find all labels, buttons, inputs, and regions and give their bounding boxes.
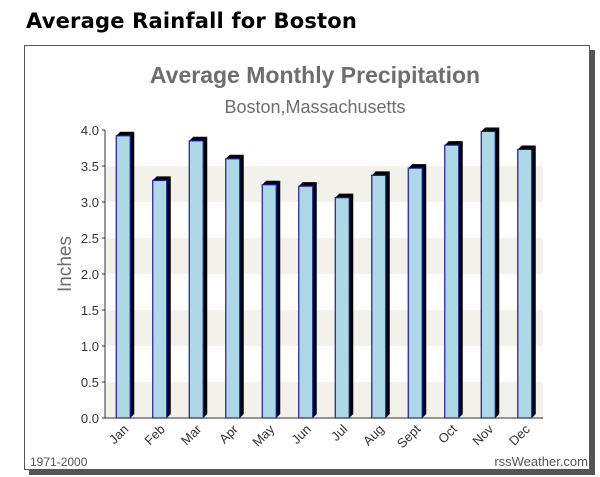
y-tick-label: 1.5 — [81, 303, 99, 318]
bar-jan — [115, 131, 135, 419]
grid-bands — [105, 130, 543, 418]
y-tick-label: 2.5 — [81, 231, 99, 246]
grid-band — [105, 310, 543, 346]
bar-series — [115, 127, 536, 419]
bar-jun — [298, 182, 317, 419]
bar-nov — [480, 127, 500, 419]
y-tick-label: 3.0 — [81, 195, 99, 210]
grid-band — [105, 382, 543, 418]
bar-dec — [517, 145, 536, 419]
grid-band — [105, 166, 543, 202]
x-tick-label: Mar — [178, 421, 205, 448]
footer-source: rssWeather.com — [494, 454, 588, 469]
y-tick-label: 2.0 — [81, 267, 99, 282]
bar-jul — [334, 193, 354, 419]
bar-apr — [225, 154, 244, 419]
footer-period: 1971-2000 — [30, 455, 88, 469]
y-tick-label: 1.0 — [81, 339, 99, 354]
x-tick-label: Oct — [435, 421, 460, 446]
x-tick-label: Aug — [360, 422, 387, 449]
x-tick-label: Jul — [328, 421, 350, 443]
y-tick-label: 4.0 — [81, 123, 99, 138]
x-tick-label: Jan — [106, 422, 131, 447]
precipitation-chart: Average Monthly Precipitation Boston,Mas… — [30, 62, 588, 469]
x-tick-label: Apr — [216, 421, 241, 446]
chart-subtitle: Boston,Massachusetts — [224, 97, 405, 117]
bar-sept — [407, 164, 427, 419]
grid-band — [105, 130, 543, 166]
page-heading: Average Rainfall for Boston — [26, 9, 358, 33]
x-axis-ticks: Jan Feb Mar Apr May Jun Jul Aug Sept Oct Nov Dec — [106, 421, 533, 451]
x-tick-label: Jun — [288, 422, 313, 447]
x-tick-label: Sept — [394, 421, 424, 451]
bar-feb — [152, 176, 171, 419]
x-tick-label: Feb — [141, 422, 167, 448]
chart-frame: Average Monthly Precipitation Boston,Mas… — [24, 45, 590, 470]
bar-may — [261, 180, 281, 419]
y-tick-label: 0.0 — [81, 411, 99, 426]
y-axis-label: Inches — [55, 236, 76, 292]
axes — [104, 130, 543, 419]
x-tick-label: May — [249, 421, 277, 449]
bar-mar — [188, 136, 208, 419]
x-tick-label: Dec — [506, 421, 533, 448]
y-tick-label: 0.5 — [81, 375, 99, 390]
grid-band — [105, 346, 543, 382]
grid-band — [105, 274, 543, 310]
grid-band — [105, 238, 543, 274]
bar-oct — [444, 141, 463, 419]
y-tick-label: 3.5 — [81, 159, 99, 174]
x-tick-label: Nov — [469, 421, 496, 448]
y-axis-ticks: 0.0 0.5 1.0 1.5 2.0 2.5 3.0 3.5 4.0 — [81, 123, 105, 426]
grid-band — [105, 202, 543, 238]
bar-aug — [371, 171, 390, 419]
chart-title: Average Monthly Precipitation — [150, 62, 480, 88]
